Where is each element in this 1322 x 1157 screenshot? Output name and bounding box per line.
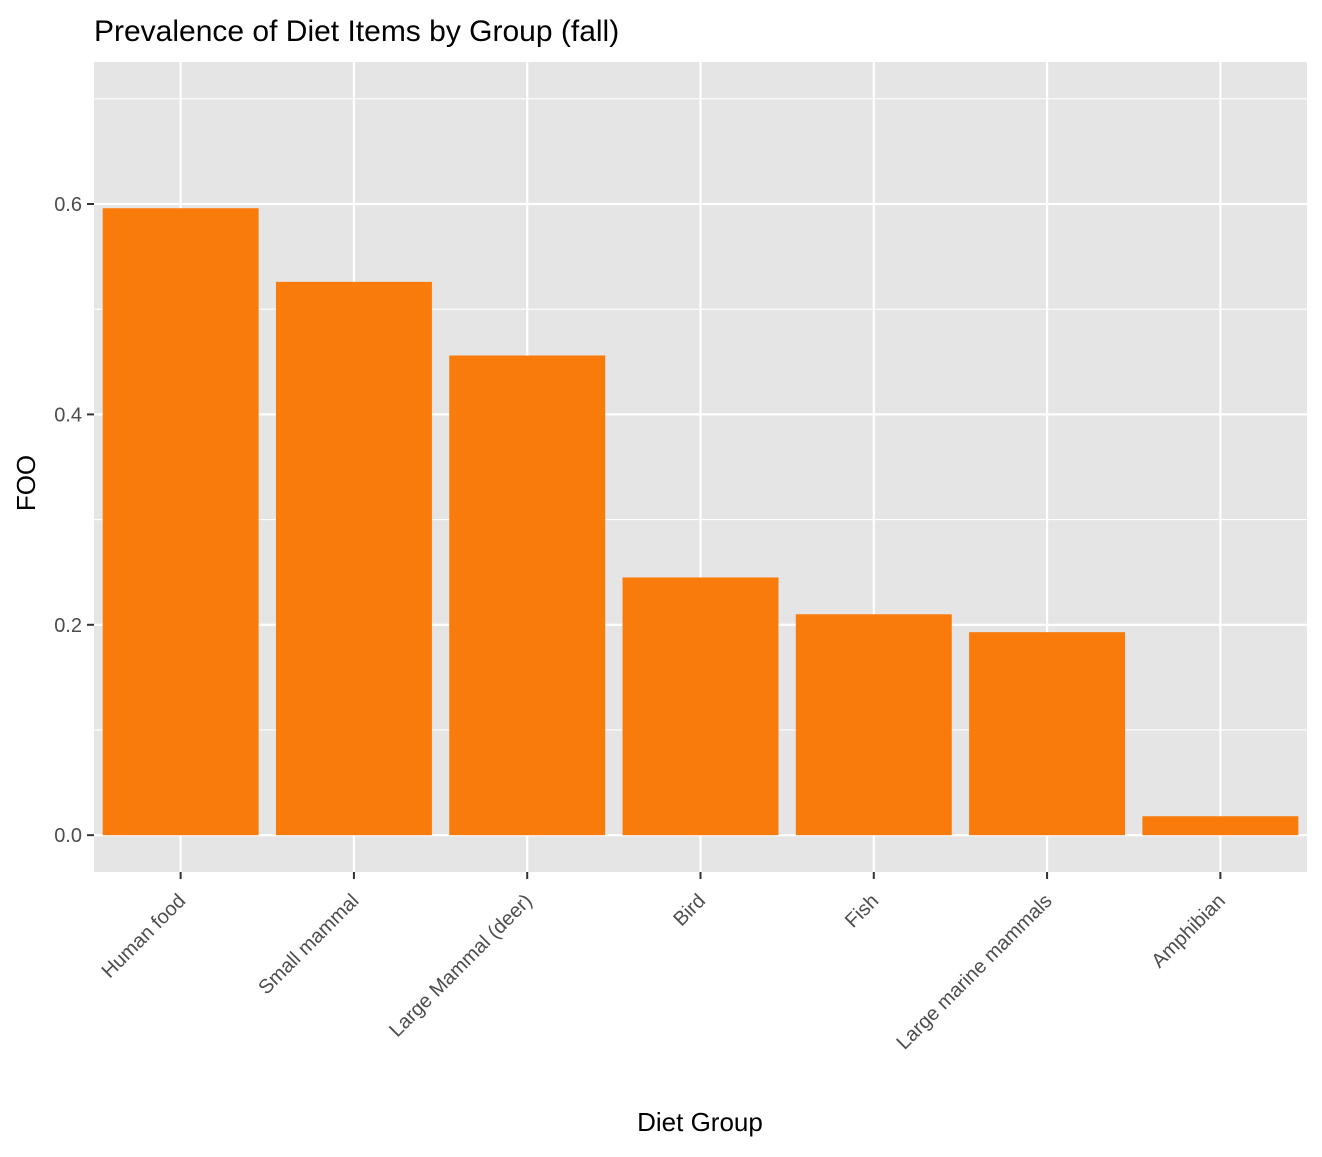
y-tick-label: 0.4 bbox=[54, 404, 82, 426]
x-axis-title: Diet Group bbox=[637, 1107, 763, 1137]
y-tick-label: 0.2 bbox=[54, 615, 82, 637]
y-tick-label: 0.0 bbox=[54, 825, 82, 847]
bar bbox=[969, 632, 1126, 836]
x-tick-label: Fish bbox=[841, 890, 883, 932]
y-axis: 0.0 0.2 0.4 0.6 bbox=[54, 194, 94, 847]
y-axis-title: FOO bbox=[11, 455, 41, 511]
x-tick-label: Bird bbox=[669, 890, 710, 931]
x-tick-label: Large marine mammals bbox=[893, 890, 1057, 1054]
x-tick-label: Amphibian bbox=[1148, 890, 1230, 972]
x-tick-label: Large Mammal (deer) bbox=[385, 890, 537, 1042]
bar bbox=[275, 281, 432, 836]
bar bbox=[449, 355, 606, 836]
y-tick-label: 0.6 bbox=[54, 194, 82, 216]
bar bbox=[622, 577, 779, 836]
bar bbox=[102, 208, 259, 836]
bar bbox=[795, 614, 952, 836]
bars bbox=[102, 208, 1299, 836]
bar bbox=[1142, 816, 1299, 836]
x-tick-label: Human food bbox=[98, 890, 191, 983]
x-axis: Human food Small mammal Large Mammal (deer… bbox=[98, 872, 1230, 1054]
chart-title: Prevalence of Diet Items by Group (fall) bbox=[94, 15, 619, 48]
x-tick-label: Small mammal bbox=[254, 890, 363, 999]
